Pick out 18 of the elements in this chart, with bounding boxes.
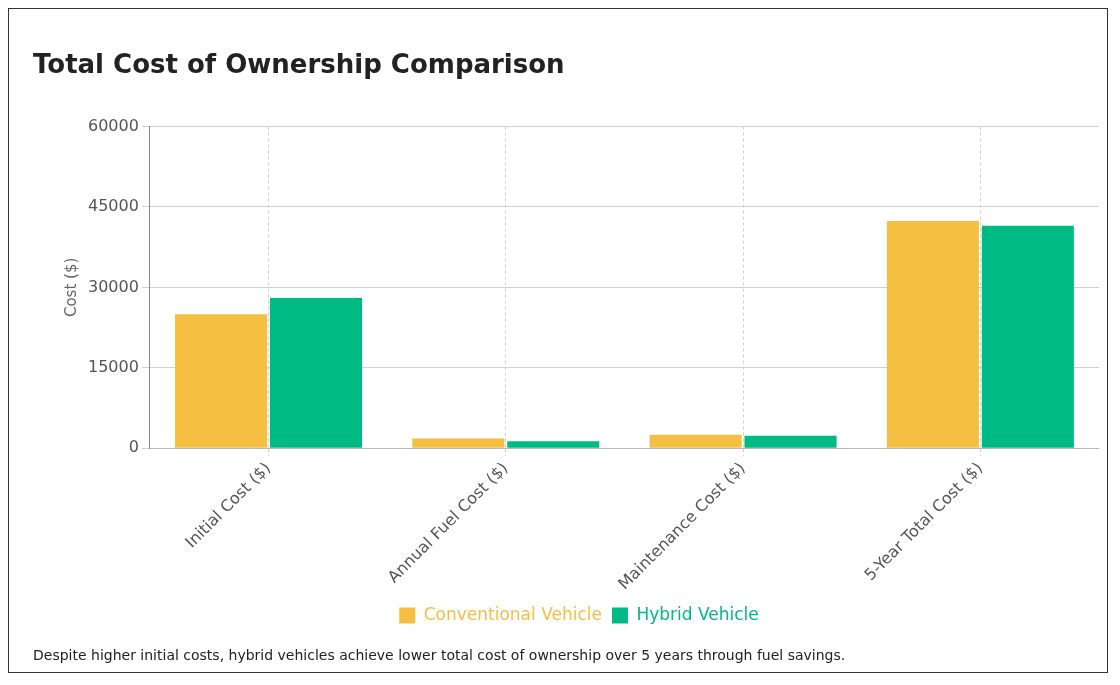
- bar: [175, 314, 268, 448]
- text: Despite higher initial costs, hybrid vehicles achieve lower total cost of ownership over 5 years through fuel savings.: [33, 647, 846, 663]
- bar: [744, 435, 837, 448]
- legend-label: Hybrid Vehicle: [636, 603, 759, 624]
- bar: [412, 438, 505, 448]
- bar: [649, 434, 742, 448]
- y-tick-label: 30000: [87, 276, 139, 296]
- y-axis-title: Cost ($): [61, 257, 80, 318]
- y-tick-label: 45000: [87, 196, 139, 216]
- bar: [269, 298, 363, 448]
- bar: [981, 225, 1074, 448]
- chart-title: Total Cost of Ownership Comparison: [33, 49, 565, 79]
- y-tick-label: 0: [128, 437, 139, 457]
- y-tick-label: 15000: [87, 356, 139, 376]
- bar: [507, 441, 600, 448]
- bar: [886, 220, 979, 448]
- y-tick-label: 60000: [87, 115, 139, 135]
- legend-label: Conventional Vehicle: [423, 603, 602, 624]
